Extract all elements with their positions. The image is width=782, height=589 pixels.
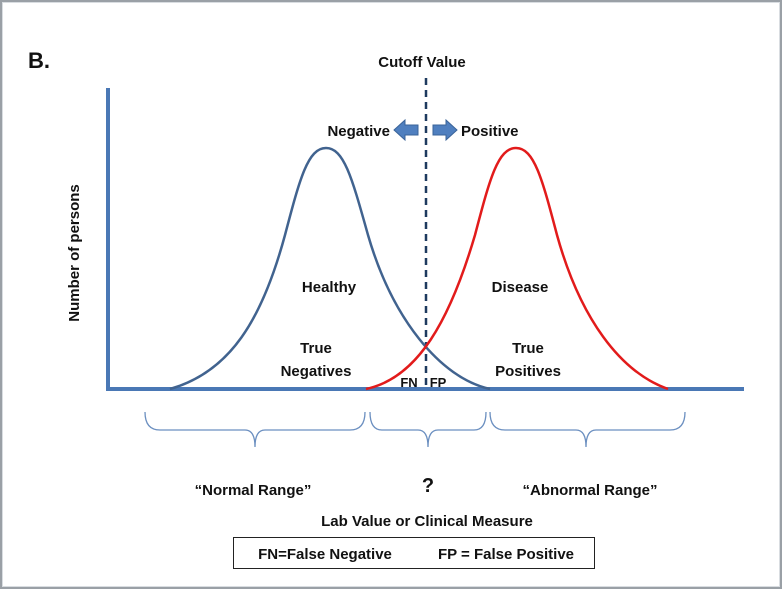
true-positives-line1: True: [512, 340, 544, 357]
true-negatives-line1: True: [300, 340, 332, 357]
normal-range-brace: [144, 411, 366, 448]
x-axis-label: Lab Value or Clinical Measure: [321, 513, 533, 530]
legend-fn: FN=False Negative: [258, 546, 392, 563]
abnormal-range-label: “Abnormal Range”: [522, 482, 657, 499]
legend-box: [233, 537, 595, 569]
true-positives-line2: Positives: [495, 363, 561, 380]
range-braces: [144, 411, 686, 448]
healthy-curve: [169, 146, 491, 391]
normal-range-label: “Normal Range”: [195, 482, 312, 499]
cutoff-label: Cutoff Value: [378, 54, 466, 71]
disease-curve: [365, 146, 669, 391]
negative-label: Negative: [327, 123, 390, 140]
disease-label: Disease: [492, 279, 549, 296]
y-axis-label: Number of persons: [66, 184, 83, 322]
panel-label: B.: [28, 48, 50, 73]
uncertain-range-label: ?: [422, 475, 434, 497]
positive-label: Positive: [461, 123, 519, 140]
true-negatives-line2: Negatives: [281, 363, 352, 380]
right-arrow-icon: [432, 118, 458, 142]
fn-label: FN: [400, 375, 417, 390]
fp-label: FP: [430, 375, 447, 390]
left-arrow-icon: [393, 118, 419, 142]
legend-fp: FP = False Positive: [438, 546, 574, 563]
uncertain-range-brace: [369, 411, 487, 448]
healthy-label: Healthy: [302, 279, 357, 296]
abnormal-range-brace: [489, 411, 686, 448]
